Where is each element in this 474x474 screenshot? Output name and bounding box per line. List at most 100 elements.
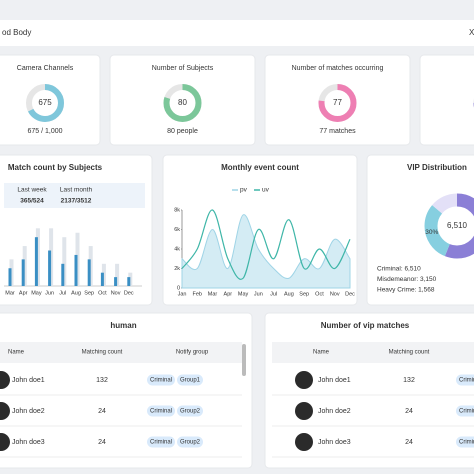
name-cell: John doe3 bbox=[12, 439, 45, 446]
legend-label: Misdemeanor: 3,150 bbox=[377, 276, 437, 283]
bar bbox=[34, 237, 38, 286]
card bbox=[0, 54, 101, 146]
count-cell: 24 bbox=[98, 408, 106, 415]
line bbox=[181, 209, 351, 280]
count-cell: 132 bbox=[96, 377, 108, 384]
tag bbox=[177, 405, 203, 417]
tag bbox=[456, 405, 474, 417]
name-cell: John doe2 bbox=[12, 408, 45, 415]
name-cell: John doe1 bbox=[318, 377, 351, 384]
column-header: Matching count bbox=[389, 350, 430, 356]
y-tick-label: 4k bbox=[174, 246, 180, 252]
card-title: Camera Channels bbox=[17, 65, 74, 72]
x-tick-label: Jun bbox=[45, 290, 54, 296]
donut-segment bbox=[318, 84, 357, 122]
tag-label: Criminal bbox=[459, 440, 474, 446]
card-title: Number of Subjects bbox=[152, 65, 214, 72]
x-tick-label: May bbox=[238, 291, 249, 297]
card bbox=[109, 54, 256, 146]
column-header: Name bbox=[8, 350, 25, 356]
card bbox=[419, 54, 474, 146]
x-tick-label: May bbox=[31, 290, 42, 296]
tag bbox=[177, 374, 203, 386]
x-tick-label: Oct bbox=[315, 291, 324, 297]
tag-label: Criminal bbox=[150, 378, 172, 384]
tag bbox=[147, 436, 175, 448]
tab-bar bbox=[4, 183, 145, 208]
donut-value: 80 bbox=[178, 98, 187, 107]
x-tick-label: Feb bbox=[193, 291, 202, 297]
avatar bbox=[295, 402, 313, 420]
bar bbox=[8, 268, 12, 286]
page-title: od Body bbox=[2, 28, 31, 37]
avatar bbox=[295, 371, 313, 389]
x-tick-label: Apr bbox=[224, 291, 233, 297]
column-header: Name bbox=[313, 350, 330, 356]
tag bbox=[147, 405, 175, 417]
table-header bbox=[0, 342, 242, 363]
tab-value: 365/524 bbox=[20, 198, 44, 205]
chart-title: Monthly event count bbox=[221, 163, 299, 172]
tag-label: Group2 bbox=[180, 440, 201, 446]
avatar bbox=[295, 433, 313, 451]
tag bbox=[177, 436, 203, 448]
donut-value: 675 bbox=[38, 98, 52, 107]
tab-label[interactable]: Last week bbox=[17, 187, 47, 194]
y-tick-label: 8k bbox=[174, 207, 180, 213]
tag bbox=[147, 374, 175, 386]
top-bar bbox=[0, 20, 474, 46]
card-caption: 80 people bbox=[167, 128, 198, 135]
donut-segment bbox=[424, 193, 474, 259]
data-label: 30% bbox=[425, 229, 438, 236]
donut-center: 6,510 bbox=[447, 221, 468, 230]
scrollbar[interactable] bbox=[242, 344, 246, 376]
table-header bbox=[272, 342, 474, 363]
x-tick-label: Jan bbox=[178, 291, 187, 297]
legend-label: pv bbox=[240, 187, 248, 194]
count-cell: 132 bbox=[403, 377, 415, 384]
tag-label: Group1 bbox=[180, 378, 201, 384]
legend-label: Criminal: 6,510 bbox=[377, 266, 421, 273]
card bbox=[366, 154, 474, 306]
table-title: human bbox=[110, 321, 136, 330]
avatar bbox=[0, 371, 10, 389]
bar bbox=[127, 277, 131, 286]
x-tick-label: Mar bbox=[208, 291, 218, 297]
card bbox=[264, 54, 411, 146]
count-cell: 24 bbox=[98, 439, 106, 446]
bar bbox=[21, 259, 25, 286]
tag bbox=[456, 436, 474, 448]
close-button[interactable]: X bbox=[469, 28, 474, 37]
column-header: Notify group bbox=[176, 350, 209, 356]
bar bbox=[74, 254, 78, 286]
tag-label: Criminal bbox=[150, 440, 172, 446]
tab-label[interactable]: Last month bbox=[60, 187, 93, 194]
card-title: Number of matches occurring bbox=[292, 65, 384, 72]
x-tick-label: Aug bbox=[284, 291, 294, 297]
x-tick-label: Jul bbox=[59, 290, 66, 296]
x-tick-label: Apr bbox=[19, 290, 28, 296]
x-tick-label: Aug bbox=[71, 290, 81, 296]
bar bbox=[114, 277, 118, 286]
avatar bbox=[0, 402, 10, 420]
card-caption: 675 / 1,000 bbox=[27, 128, 62, 135]
x-tick-label: Dec bbox=[345, 291, 355, 297]
legend-label: Heavy Crime: 1,568 bbox=[377, 287, 435, 294]
avatar bbox=[0, 433, 10, 451]
chart-title: VIP Distribution bbox=[407, 163, 467, 172]
legend-label: uv bbox=[262, 187, 270, 194]
donut-segment bbox=[26, 84, 64, 122]
name-cell: John doe2 bbox=[318, 408, 351, 415]
name-cell: John doe3 bbox=[318, 439, 351, 446]
name-cell: John doe1 bbox=[12, 377, 45, 384]
x-tick-label: Oct bbox=[98, 290, 107, 296]
card-caption: 77 matches bbox=[319, 128, 356, 135]
x-tick-label: Nov bbox=[111, 290, 121, 296]
tag-label: Group2 bbox=[180, 409, 201, 415]
tag-label: Criminal bbox=[150, 409, 172, 415]
donut-value: 77 bbox=[333, 98, 342, 107]
x-tick-label: Jun bbox=[254, 291, 263, 297]
x-tick-label: Dec bbox=[124, 290, 134, 296]
